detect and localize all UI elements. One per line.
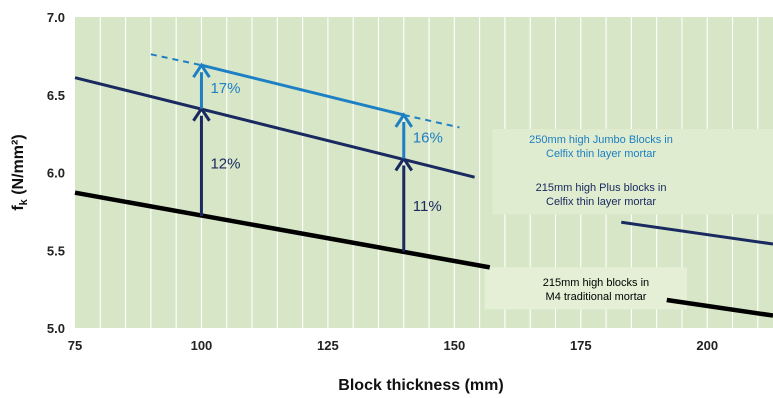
y-axis-title: fk (N/mm²) (10, 134, 30, 210)
series-line (201, 63, 405, 117)
x-tick-label: 75 (68, 338, 82, 353)
percentage-label: 17% (210, 80, 240, 97)
series-line (621, 220, 773, 246)
label-box-lower (484, 267, 688, 310)
series-line (74, 76, 475, 179)
x-tick-label: 175 (570, 338, 592, 353)
y-axis-title-sub: k (18, 198, 30, 205)
arrow-head (192, 62, 211, 79)
percentage-label: 16% (413, 130, 443, 147)
series-label-line: Celfix thin layer mortar (546, 148, 656, 160)
series-lines (74, 53, 773, 318)
arrow-head (394, 112, 414, 128)
x-axis-ticks: 75 100 125 150 175 200 (68, 338, 718, 353)
y-tick-label: 6.5 (47, 88, 65, 103)
x-tick-label: 150 (443, 338, 465, 353)
series-label-line: M4 traditional mortar (546, 291, 647, 303)
x-axis-title: Block thickness (mm) (338, 377, 503, 394)
series-label-line: 250mm high Jumbo Blocks in (529, 134, 673, 146)
y-axis-title-main: f (10, 205, 27, 211)
label-box-upper (492, 128, 773, 215)
y-axis-title-unit: (N/mm²) (10, 134, 27, 199)
x-tick-label: 200 (696, 338, 718, 353)
series-label: 250mm high Jumbo Blocks in Celfix thin la… (529, 134, 673, 160)
series-label-line: 215mm high blocks in (543, 277, 649, 289)
x-tick-label: 125 (317, 338, 339, 353)
series-label: 215mm high blocks in M4 traditional morta… (543, 277, 649, 303)
y-tick-label: 5.5 (47, 243, 65, 258)
percentage-arrows: 12% 17% 11% 16% (192, 62, 443, 252)
series-line (666, 297, 773, 318)
x-tick-label: 100 (191, 338, 213, 353)
percentage-label: 12% (210, 155, 240, 172)
y-axis-ticks: 5.0 5.5 6.0 6.5 7.0 (47, 10, 65, 336)
series-line-dashed (150, 53, 202, 67)
y-tick-label: 6.0 (47, 166, 65, 181)
series-line-dashed (403, 113, 460, 129)
series-label-line: Celfix thin layer mortar (546, 196, 656, 208)
series-label-boxes (484, 128, 773, 310)
series-label: 215mm high Plus blocks in Celfix thin lay… (536, 182, 667, 208)
series-line (74, 190, 491, 270)
y-tick-label: 7.0 (47, 10, 65, 25)
percentage-label: 11% (413, 198, 442, 215)
y-tick-label: 5.0 (47, 321, 65, 336)
series-labels: 250mm high Jumbo Blocks in Celfix thin la… (529, 134, 673, 303)
series-label-line: 215mm high Plus blocks in (536, 182, 667, 194)
